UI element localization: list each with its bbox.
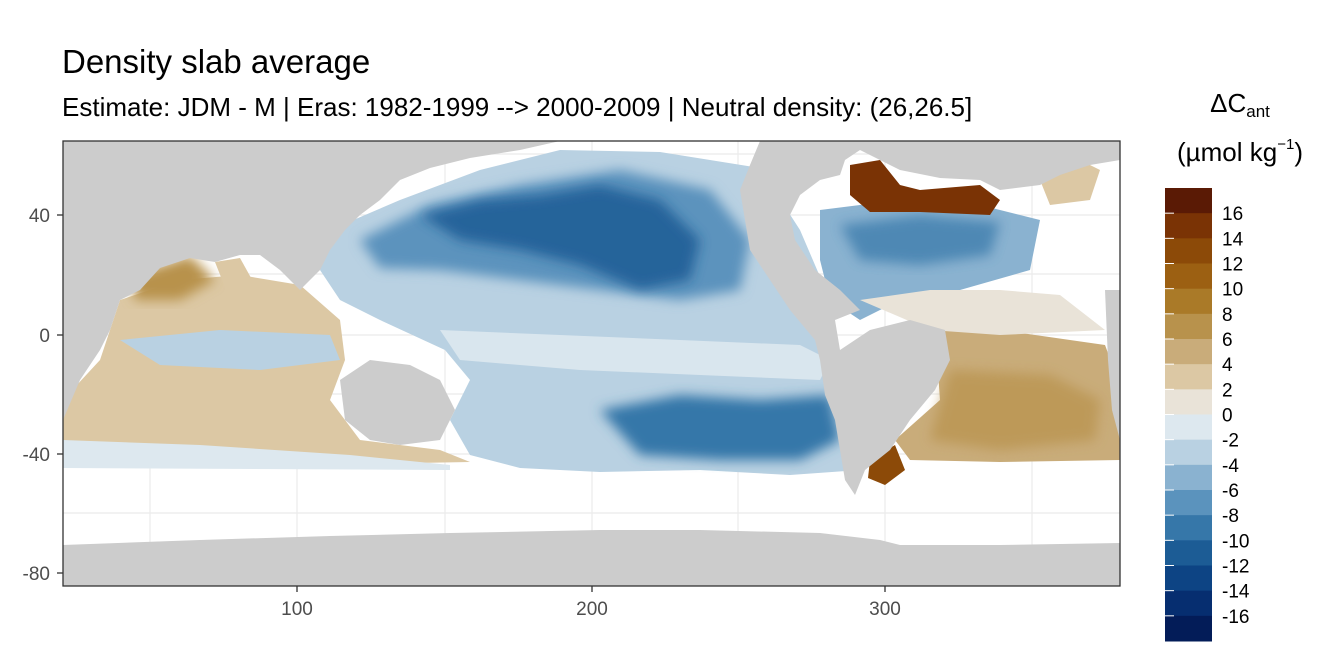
labrador-sea [850, 160, 1000, 215]
x-tick-label: 300 [869, 599, 901, 620]
np-core [420, 185, 700, 290]
legend-label: -12 [1222, 557, 1249, 578]
sp-patch [600, 395, 840, 460]
legend-label: 2 [1222, 380, 1233, 401]
equatorial-strip [440, 330, 830, 380]
legend-swatch [1165, 213, 1212, 239]
legend-swatch [1165, 288, 1212, 315]
legend-unit-open: (µmol kg [1177, 137, 1278, 167]
legend-swatch [1165, 490, 1212, 516]
legend-unit-close: ) [1294, 137, 1303, 167]
plot-title: Density slab average [62, 43, 371, 80]
north-atlantic-core [840, 215, 1000, 265]
legend-swatch [1165, 389, 1212, 415]
legend-label: 14 [1222, 229, 1244, 250]
indian-region [63, 275, 470, 465]
argentine-basin [868, 445, 905, 485]
antarctica [63, 530, 1120, 586]
legend-swatch [1165, 540, 1212, 566]
legend-label: -2 [1222, 431, 1239, 452]
legend-swatch [1165, 188, 1212, 214]
legend-swatch [1165, 263, 1212, 290]
greenland [1030, 141, 1120, 180]
legend-label: 4 [1222, 355, 1233, 376]
panel-content [63, 141, 1120, 586]
legend-swatch [1165, 238, 1212, 264]
axis-labels: 40 0 -40 -80 100 200 300 [23, 206, 901, 620]
legend-swatch [1165, 339, 1212, 365]
nordic-seas [1040, 160, 1100, 205]
legend-title-sub: ant [1246, 102, 1270, 121]
legend-unit: (µmol kg−1) [1140, 136, 1340, 168]
legend-labels: 16 14 12 10 8 6 4 2 0 -2 -4 -6 -8 -10 -12 -14 -16 [1222, 204, 1250, 628]
legend-label: -10 [1222, 531, 1249, 552]
legend-swatch [1165, 313, 1212, 340]
africa-wrap [1105, 290, 1120, 440]
delta-cant-field [63, 150, 1120, 485]
eurasia-africa [63, 141, 560, 420]
y-tick-label: 40 [29, 206, 50, 227]
legend-label: -8 [1222, 506, 1239, 527]
y-tick-label: -80 [23, 564, 50, 585]
legend-label: 6 [1222, 330, 1233, 351]
plot-subtitle: Estimate: JDM - M | Eras: 1982-1999 --> … [62, 92, 973, 122]
legend-label: -4 [1222, 456, 1239, 477]
americas [740, 141, 1120, 495]
indian-blue-band [120, 330, 340, 370]
legend-label: -6 [1222, 481, 1239, 502]
legend-title-delta: ΔC [1210, 88, 1247, 118]
bay-of-bengal [215, 258, 255, 320]
legend-swatch [1165, 590, 1212, 617]
legend-label: -16 [1222, 607, 1249, 628]
legend-label: 0 [1222, 406, 1233, 427]
legend-swatch [1165, 515, 1212, 541]
legend-swatch [1165, 439, 1212, 466]
legend-unit-sup: −1 [1277, 136, 1295, 153]
land [63, 141, 1120, 586]
legend-label: 8 [1222, 305, 1233, 326]
x-tick-label: 200 [576, 599, 608, 620]
axis-ticks [57, 214, 886, 592]
legend-label: 12 [1222, 255, 1243, 276]
legend-swatch [1165, 364, 1212, 390]
legend-swatch [1165, 615, 1212, 642]
legend-title: ΔCant [1140, 88, 1340, 122]
legend-swatch [1165, 565, 1212, 592]
legend-colorbar [1165, 188, 1212, 642]
legend-swatch [1165, 464, 1212, 491]
y-tick-label: 0 [39, 326, 50, 347]
southern-indian-strip [63, 440, 450, 470]
legend-label: 10 [1222, 280, 1243, 301]
south-atlantic-core [930, 370, 1100, 450]
arabian-sea [130, 255, 215, 300]
x-tick-label: 100 [281, 599, 313, 620]
legend-label: 16 [1222, 204, 1243, 225]
legend-label: -14 [1222, 582, 1250, 603]
legend-swatch [1165, 414, 1212, 441]
y-tick-label: -40 [23, 445, 50, 466]
australia [340, 360, 455, 445]
